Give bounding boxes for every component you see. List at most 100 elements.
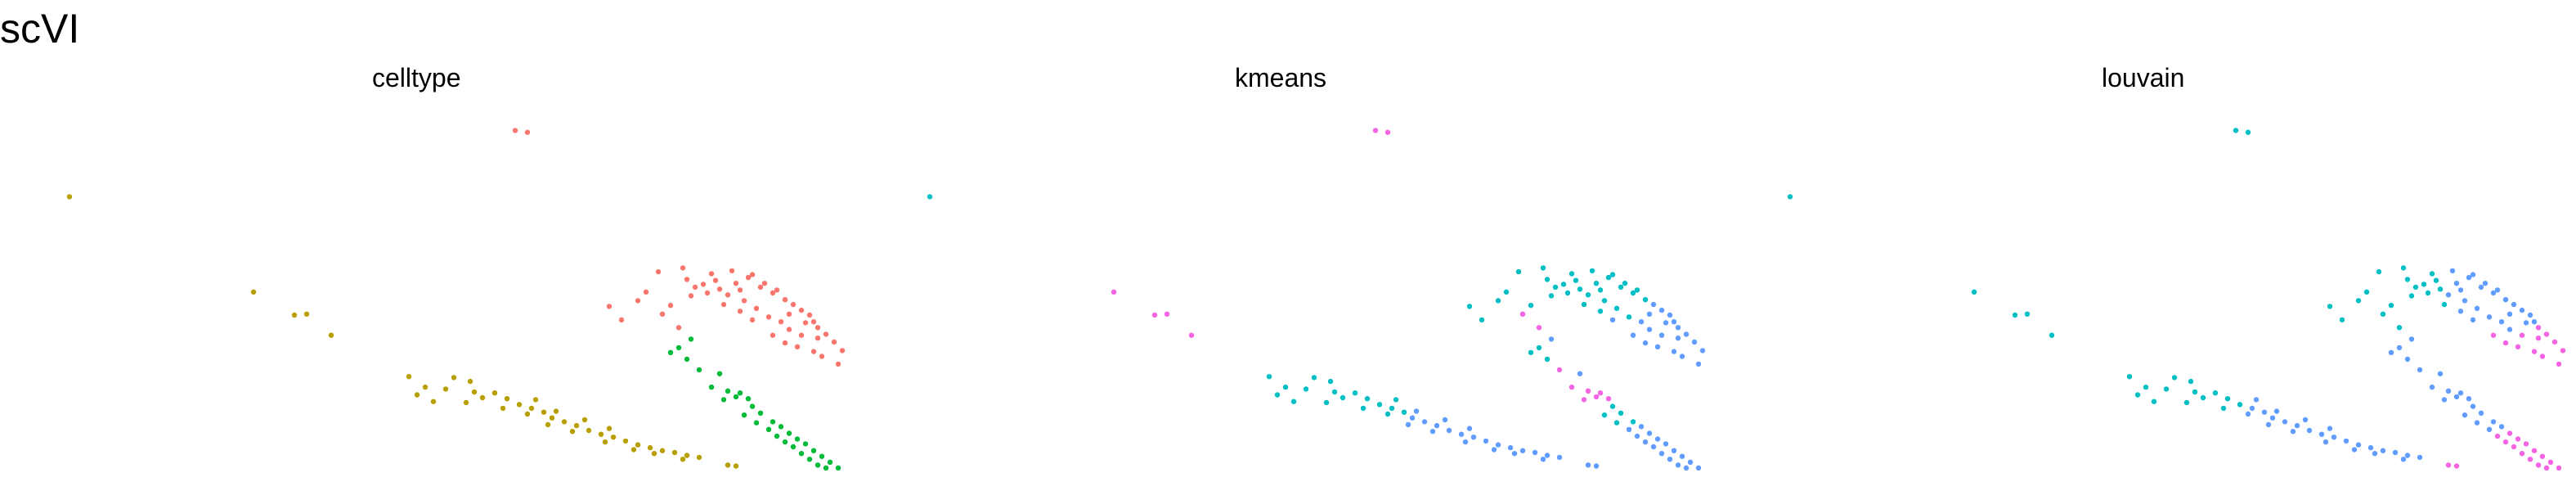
scatter-point xyxy=(2273,408,2280,414)
scatter-point xyxy=(2453,394,2460,400)
scatter-point xyxy=(2049,332,2055,338)
scatter-point xyxy=(2163,386,2170,392)
scatter-point xyxy=(2396,345,2403,351)
scatter-point xyxy=(1585,388,1591,394)
scatter-point xyxy=(1695,465,1702,471)
scatter-point xyxy=(1671,349,1677,354)
scatter-point xyxy=(1548,336,1555,342)
scatter-point xyxy=(839,348,846,354)
scatter-point xyxy=(532,397,539,403)
scatter-point xyxy=(1311,375,1317,381)
scatter-point xyxy=(1638,424,1645,430)
scatter-point xyxy=(2531,349,2538,354)
scatter-point xyxy=(1605,396,1612,402)
scatter-point xyxy=(737,390,743,396)
scatter-point xyxy=(1491,447,1497,453)
scatter-point xyxy=(2470,272,2476,277)
scatter-point xyxy=(631,447,637,453)
scatter-point xyxy=(815,325,821,331)
scatter-point xyxy=(684,277,690,282)
scatter-point xyxy=(1376,402,1383,408)
scatter-point xyxy=(1683,465,1690,471)
scatter-point xyxy=(606,304,613,309)
scatter-point xyxy=(2433,277,2439,283)
scatter-point xyxy=(2408,293,2415,299)
scatter-point xyxy=(442,386,449,392)
scatter-point xyxy=(2269,415,2276,421)
scatter-point xyxy=(1650,444,1657,450)
scatter-point xyxy=(1642,297,1649,303)
scatter-point xyxy=(1667,312,1673,318)
scatter-point xyxy=(1667,457,1673,462)
scatter-point xyxy=(1466,426,1473,431)
scatter-point xyxy=(1495,442,1501,448)
scatter-point xyxy=(2376,268,2382,275)
scatter-point xyxy=(786,311,792,317)
scatter-point xyxy=(1479,317,1485,323)
scatter-point xyxy=(1340,394,1346,401)
scatter-point xyxy=(753,305,760,311)
scatter-point xyxy=(753,420,760,426)
scatter-point xyxy=(291,312,298,318)
scatter-point xyxy=(2441,397,2448,403)
scatter-point xyxy=(610,435,617,440)
scatter-point xyxy=(2445,292,2452,298)
scatter-point xyxy=(725,388,731,394)
scatter-point xyxy=(2192,389,2198,395)
scatter-point xyxy=(541,409,547,415)
scatter-point xyxy=(720,301,727,308)
scatter-point xyxy=(1462,439,1469,445)
scatter-point xyxy=(2535,325,2542,331)
scatter-point xyxy=(680,457,686,462)
scatter-point xyxy=(757,410,764,416)
scatter-point xyxy=(1675,325,1681,331)
scatter-point xyxy=(692,284,698,291)
scatter-point xyxy=(2400,265,2407,271)
scatter-point xyxy=(696,367,702,373)
scatter-point xyxy=(1515,268,1522,275)
scatter-point xyxy=(2290,429,2296,435)
scatter-point xyxy=(2318,431,2325,437)
scatter-point xyxy=(2445,388,2452,394)
scatter-point xyxy=(1601,412,1608,418)
scatter-point xyxy=(790,444,797,450)
scatter-point xyxy=(1560,282,1567,287)
scatter-point xyxy=(1593,463,1600,469)
scatter-point xyxy=(647,444,653,451)
scatter-point xyxy=(2543,331,2550,337)
scatter-point xyxy=(2535,462,2542,468)
scatter-point xyxy=(328,332,334,338)
scatter-point xyxy=(2523,320,2529,326)
scatter-point xyxy=(1613,420,1620,426)
scatter-point xyxy=(2531,319,2538,325)
scatter-point xyxy=(491,390,498,396)
scatter-point xyxy=(720,397,727,403)
scatter-point xyxy=(1609,403,1616,409)
scatter-point xyxy=(471,389,478,395)
scatter-point xyxy=(1274,392,1281,398)
scatter-point xyxy=(1519,311,1526,317)
scatter-point xyxy=(1630,419,1636,425)
scatter-point xyxy=(2466,274,2472,281)
scatter-point xyxy=(2126,374,2133,380)
scatter-point xyxy=(2367,444,2374,451)
panel-points xyxy=(927,128,1706,471)
scatter-point xyxy=(1577,371,1583,376)
scatter-point xyxy=(430,399,437,404)
scatter-point xyxy=(2372,451,2378,457)
scatter-point xyxy=(782,340,788,346)
scatter-point xyxy=(671,449,678,456)
scatter-point xyxy=(1111,289,1117,295)
scatter-point xyxy=(786,327,792,332)
scatter-point xyxy=(2457,390,2464,396)
scatter-point xyxy=(2143,384,2149,390)
scatter-point xyxy=(414,392,420,398)
scatter-point xyxy=(2486,314,2493,320)
scatter-point xyxy=(659,448,666,453)
scatter-point xyxy=(1663,320,1669,326)
scatter-point xyxy=(1585,462,1591,468)
scatter-point xyxy=(810,319,817,325)
scatter-point xyxy=(1646,430,1653,436)
scatter-point xyxy=(2012,312,2018,318)
scatter-point xyxy=(250,289,257,295)
